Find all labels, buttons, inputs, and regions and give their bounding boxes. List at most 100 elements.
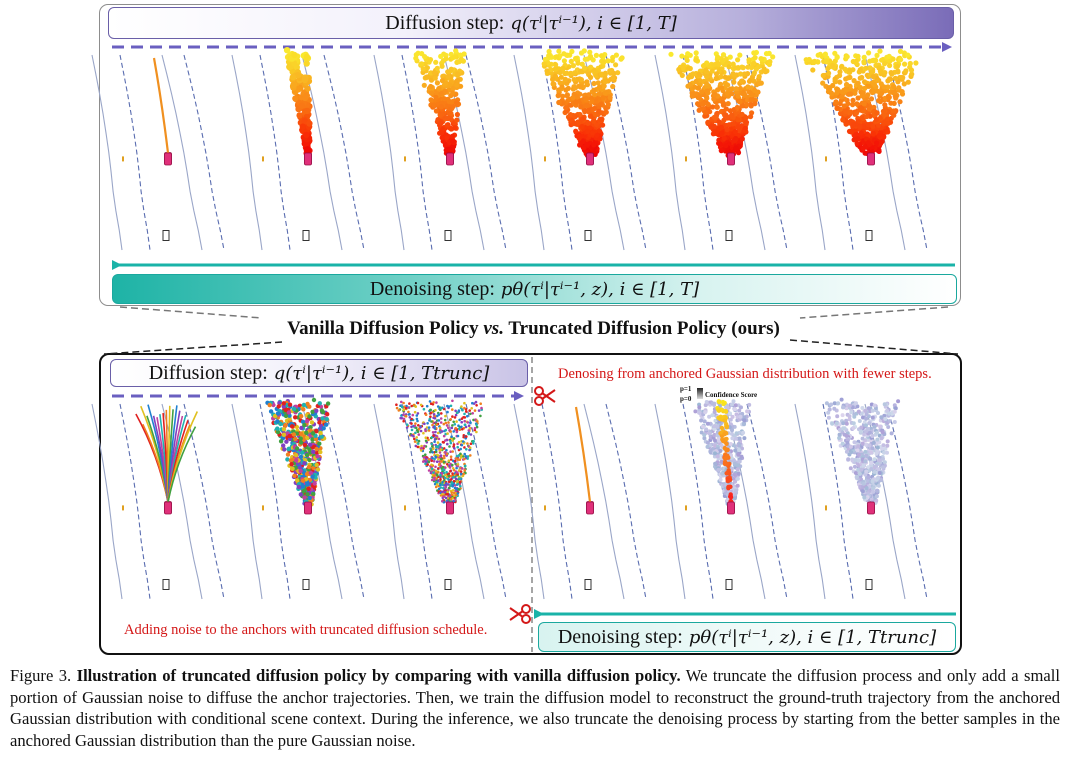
trajectory-sample <box>436 431 440 435</box>
trajectory-sample <box>693 50 699 56</box>
trajectory-sample <box>592 92 598 98</box>
trajectory-sample <box>429 411 433 415</box>
trajectory-sample <box>454 409 457 413</box>
trajectory-sample <box>876 483 881 488</box>
trajectory-sample <box>707 109 713 115</box>
trajectory-sample <box>473 409 477 412</box>
trajectory-sample <box>454 117 460 123</box>
trajectory-sample <box>882 61 888 67</box>
trajectory-sample <box>408 416 412 419</box>
trajectory-sample <box>287 433 292 439</box>
trajectory-sample <box>736 471 741 476</box>
trajectory-sample <box>579 123 585 130</box>
trajectory-sample <box>715 87 721 93</box>
trajectory-sample <box>572 85 579 91</box>
trajectory-sample <box>434 80 440 86</box>
trajectory-sample <box>415 436 419 439</box>
trajectory-sample <box>864 486 869 491</box>
trajectory-sample <box>896 399 901 404</box>
trajectory-sample <box>294 458 299 463</box>
road-lane-line <box>183 403 225 600</box>
parked-vehicle <box>444 230 452 241</box>
trajectory-sample <box>477 409 481 412</box>
truncated-scene <box>513 403 647 600</box>
trajectory-sample <box>901 81 907 87</box>
trajectory-sample <box>741 430 746 435</box>
legend-p1: p=1 <box>680 385 692 393</box>
trajectory-sample <box>424 65 430 71</box>
trajectory-sample <box>849 450 854 455</box>
trajectory-sample <box>844 87 850 93</box>
trajectory-sample <box>851 137 857 143</box>
trajectory-sample <box>567 112 574 118</box>
trajectory-sample <box>456 445 460 449</box>
trajectory-sample <box>839 397 844 402</box>
trajectory-sample <box>579 116 586 122</box>
trajectory-sample <box>890 89 896 96</box>
trajectory-sample <box>439 63 445 69</box>
trajectory-sample <box>869 450 874 455</box>
trajectory-sample <box>558 74 564 80</box>
trajectory-sample <box>404 406 408 410</box>
trajectory-sample <box>686 65 692 71</box>
trajectory-sample <box>301 76 309 84</box>
trajectory-sample <box>709 68 715 74</box>
trajectory-sample <box>451 424 454 427</box>
trajectory-sample <box>318 449 323 455</box>
trajectory-sample <box>541 61 547 67</box>
trajectory-sample <box>444 450 447 454</box>
trajectory-sample <box>745 409 750 414</box>
trajectory-sample <box>897 99 903 105</box>
trajectory-sample <box>870 69 876 75</box>
trajectory-sample <box>734 431 739 436</box>
ego-vehicle <box>446 501 454 515</box>
trajectory-sample <box>419 429 423 433</box>
trajectory-sample <box>871 440 876 445</box>
road-lane-line <box>231 54 263 251</box>
trajectory-sample <box>881 84 887 90</box>
trajectory-sample <box>588 64 594 70</box>
trajectory-sample <box>873 116 880 123</box>
trajectory-sample <box>602 70 609 76</box>
bottom-diffusion-label: Diffusion step: <box>148 361 268 384</box>
trajectory-sample <box>726 64 732 70</box>
trajectory-sample <box>905 52 911 58</box>
trajectory-sample <box>877 471 882 475</box>
trajectory-sample <box>427 458 431 461</box>
trajectory-sample <box>562 70 568 77</box>
trajectory-sample <box>857 124 863 130</box>
trajectory-sample <box>866 83 872 89</box>
trajectory-sample <box>452 475 455 479</box>
trajectory-sample <box>455 487 458 491</box>
trajectory-sample <box>432 460 436 463</box>
trajectory-sample <box>311 449 316 454</box>
trajectory-sample <box>567 102 573 108</box>
trajectory-sample <box>452 125 458 131</box>
trajectory-sample <box>857 471 862 476</box>
trajectory-sample <box>844 54 850 60</box>
connector-left-top <box>119 306 263 319</box>
trajectory-sample <box>728 495 734 500</box>
trajectory-sample <box>463 464 467 468</box>
trajectory-sample <box>298 468 303 474</box>
trajectory-sample <box>888 100 894 106</box>
title-truncated: Truncated Diffusion Policy (ours) <box>508 318 780 339</box>
trajectory-sample <box>310 474 315 479</box>
trajectory-sample <box>310 409 315 414</box>
trajectory-sample <box>440 472 444 475</box>
trajectory-sample <box>837 69 843 75</box>
trajectory-sample <box>455 71 461 77</box>
trajectory-sample <box>719 85 725 91</box>
trajectory-sample <box>699 89 705 95</box>
trajectory-sample <box>735 150 742 156</box>
trajectory-sample <box>845 101 851 107</box>
trajectory-sample <box>302 495 307 500</box>
trajectory-sample <box>402 408 406 412</box>
trajectory-sample <box>693 409 698 414</box>
trajectory-sample <box>748 101 754 107</box>
trajectory-sample <box>415 417 419 421</box>
trajectory-sample <box>449 418 453 421</box>
trajectory-sample <box>568 58 574 64</box>
trajectory-sample <box>448 464 451 468</box>
trajectory-sample <box>475 423 478 427</box>
